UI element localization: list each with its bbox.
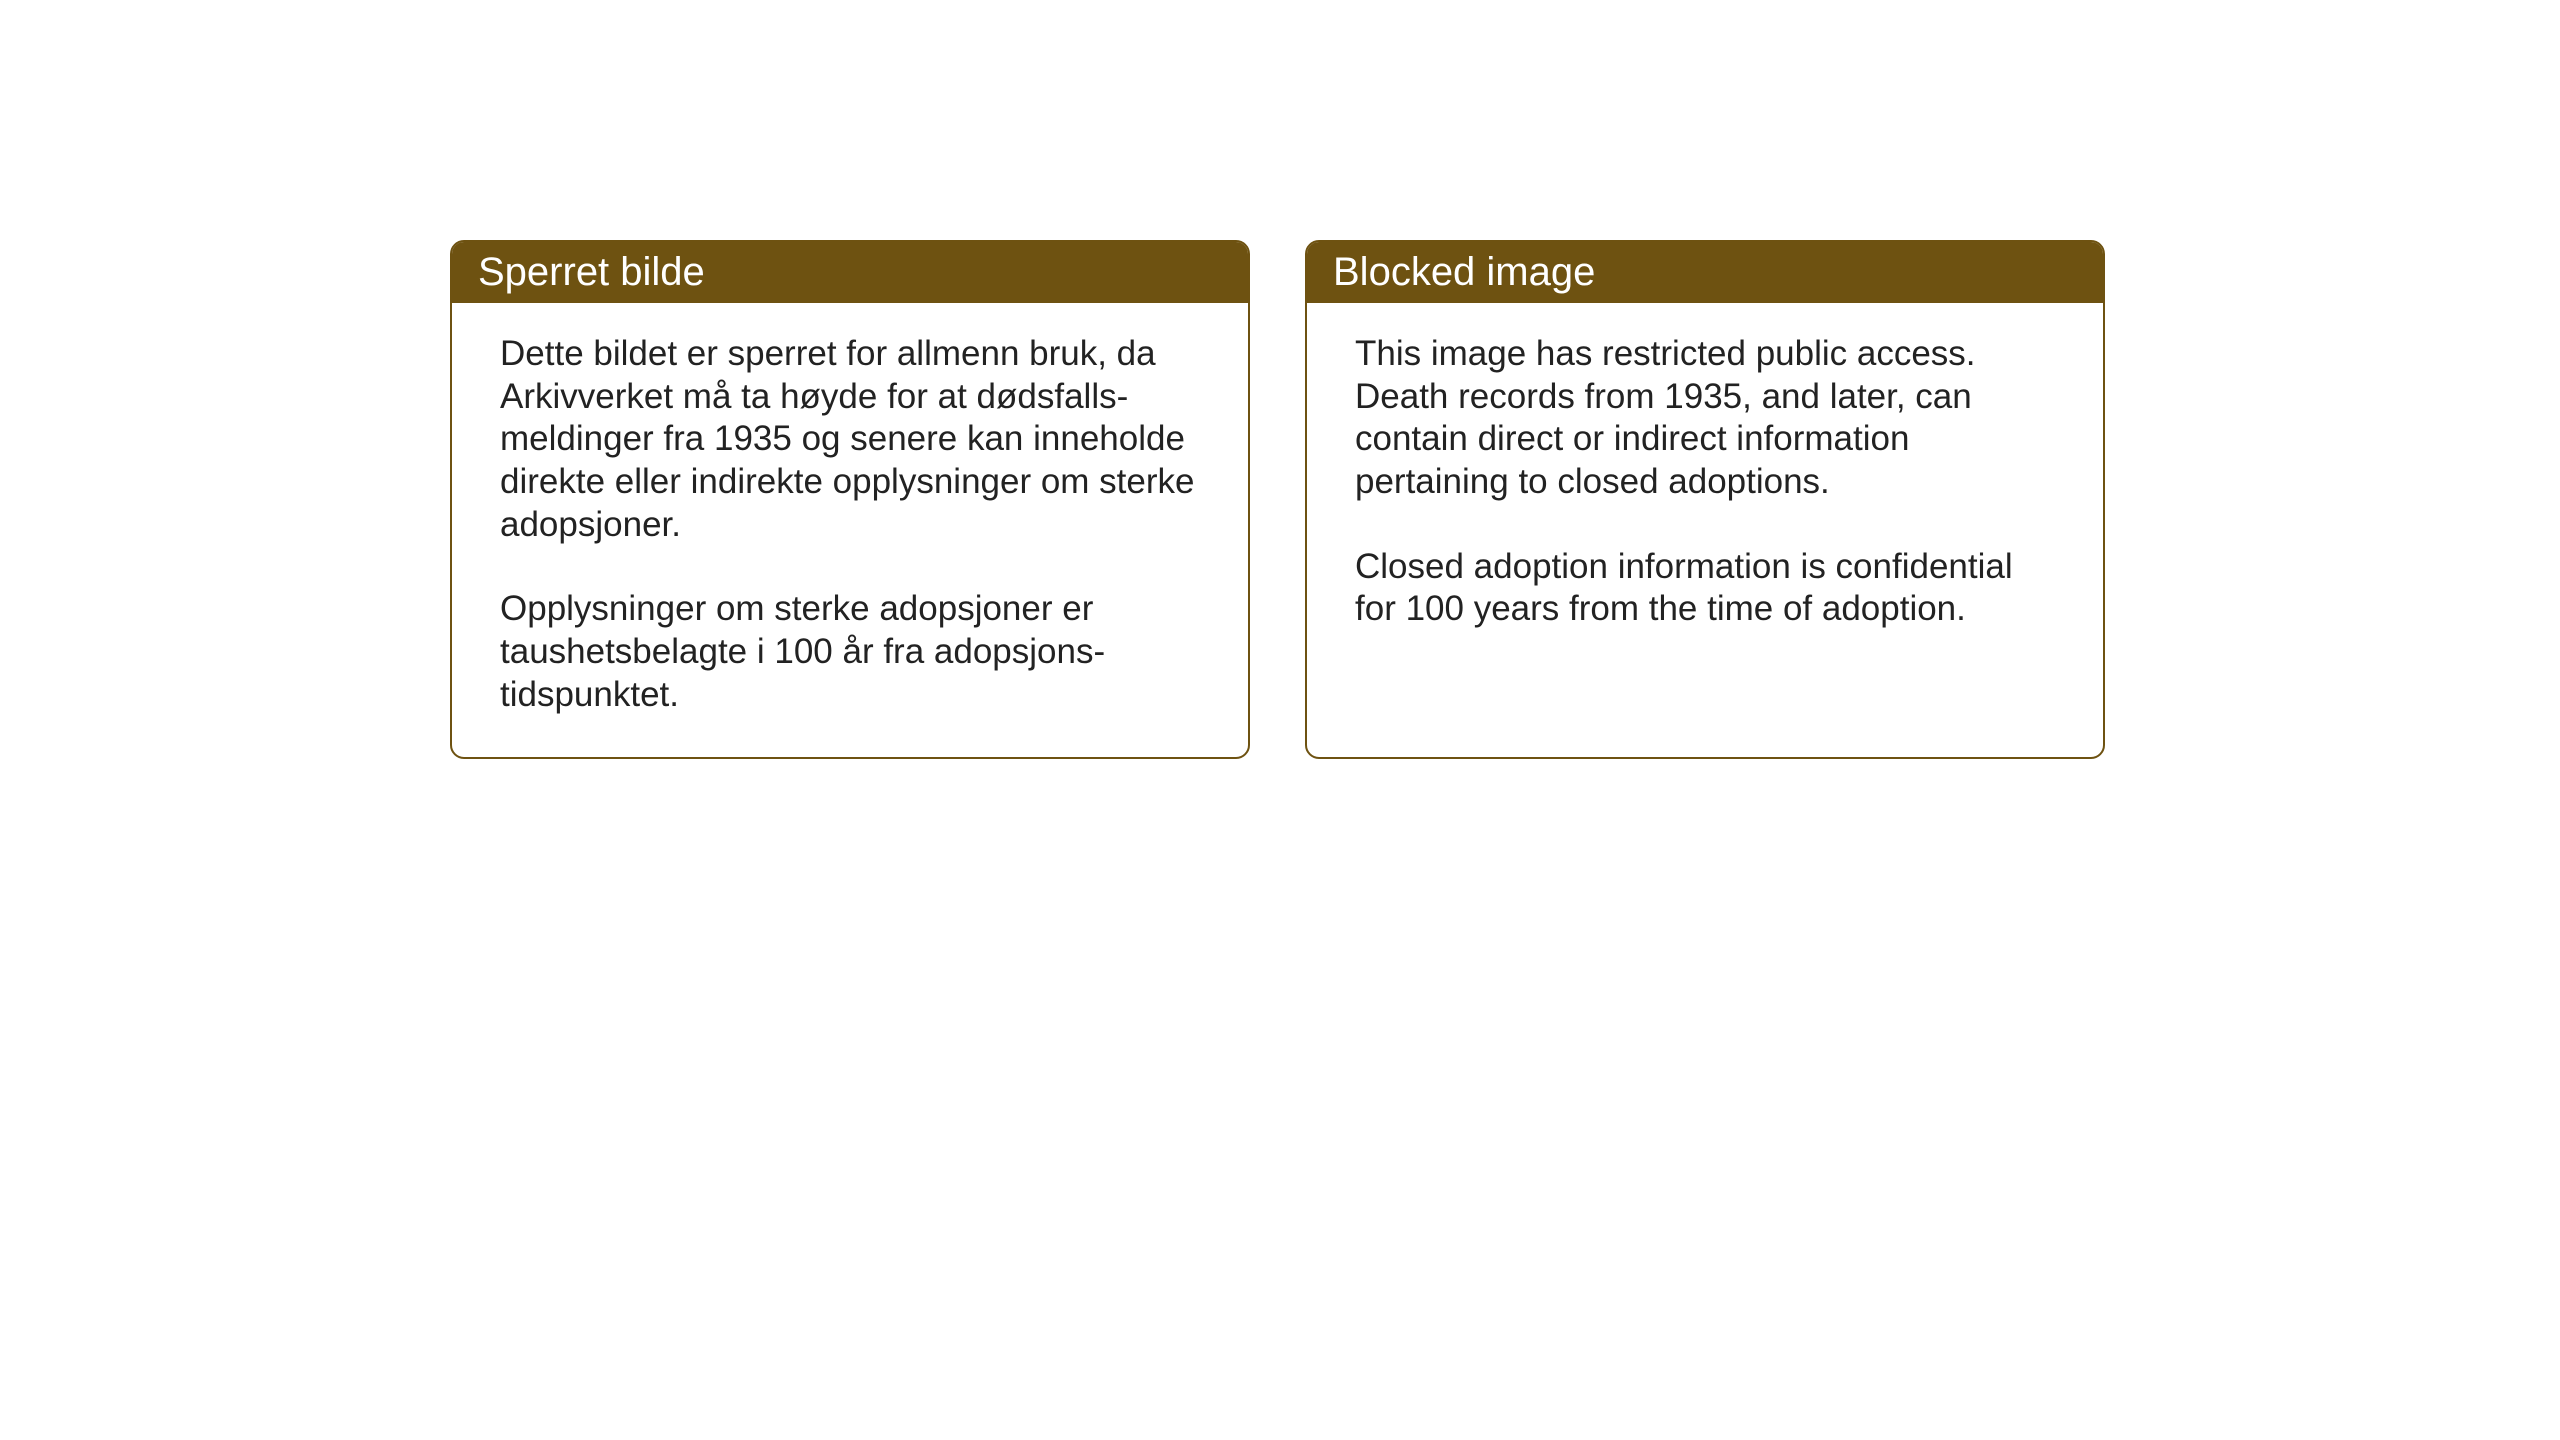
notice-header-norwegian: Sperret bilde <box>452 242 1248 303</box>
notice-paragraph-1-english: This image has restricted public access.… <box>1355 333 2055 504</box>
notice-box-norwegian: Sperret bilde Dette bildet er sperret fo… <box>450 240 1250 759</box>
notice-paragraph-2-english: Closed adoption information is confident… <box>1355 546 2055 631</box>
notice-header-english: Blocked image <box>1307 242 2103 303</box>
notice-paragraph-1-norwegian: Dette bildet er sperret for allmenn bruk… <box>500 333 1200 546</box>
notice-container: Sperret bilde Dette bildet er sperret fo… <box>450 240 2105 759</box>
notice-body-english: This image has restricted public access.… <box>1307 303 2103 733</box>
notice-body-norwegian: Dette bildet er sperret for allmenn bruk… <box>452 303 1248 757</box>
notice-box-english: Blocked image This image has restricted … <box>1305 240 2105 759</box>
notice-paragraph-2-norwegian: Opplysninger om sterke adopsjoner er tau… <box>500 588 1200 716</box>
